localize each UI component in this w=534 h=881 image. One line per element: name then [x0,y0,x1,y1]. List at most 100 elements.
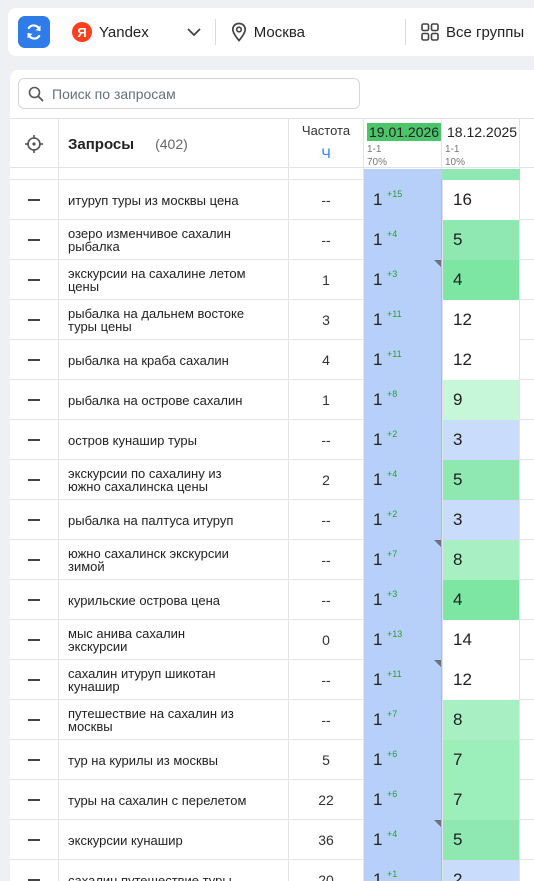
position-current[interactable]: 1 +11 [364,300,442,340]
position-current[interactable]: 1 +6 [364,780,442,820]
table-row[interactable]: остров кунашир туры -- 1 +2 3 [10,420,534,460]
row-action-button[interactable] [10,700,59,740]
position-delta: +3 [387,589,398,599]
region-select[interactable]: Москва [253,23,305,41]
position-previous[interactable]: 7 [442,740,520,780]
position-current[interactable]: 1 +7 [364,540,442,580]
row-action-button[interactable] [10,780,59,820]
position-current[interactable]: 1 +11 [364,660,442,700]
table-row[interactable]: путешествие на сахалин из москвы -- 1 +7 8 [10,700,534,740]
row-action-button[interactable] [10,220,59,260]
toolbar-divider [404,19,406,45]
date-column-header[interactable]: 18.12.2025 1-1 10% [442,119,520,169]
target-button[interactable] [10,119,59,169]
table-row[interactable]: туры на сахалин с перелетом 22 1 +6 7 [10,780,534,820]
row-action-button[interactable] [10,860,59,881]
row-action-button[interactable] [10,340,59,380]
position-previous[interactable]: 4 [442,580,520,620]
position-delta: +11 [387,309,402,319]
position-current[interactable]: 1 +2 [364,500,442,540]
position-previous[interactable]: 5 [442,220,520,260]
table-row[interactable]: рыбалка на палтуса итуруп -- 1 +2 3 [10,500,534,540]
frequency-type[interactable]: Ч [321,145,331,161]
position-previous[interactable]: 12 [442,660,520,700]
position-current[interactable]: 1 +4 [364,820,442,860]
position-current[interactable]: 1 +6 [364,740,442,780]
table-row[interactable]: экскурсии кунашир 36 1 +4 5 [10,820,534,860]
position-current[interactable]: 1 +1 [364,860,442,881]
row-action-button[interactable] [10,620,59,660]
column-strip [289,169,364,180]
row-action-button[interactable] [10,540,59,580]
row-action-button[interactable] [10,820,59,860]
date-range: 1-1 [367,144,382,155]
groups-select[interactable]: Все группы [445,23,525,41]
table-row[interactable]: сахалин путешествие туры 20 1 +1 2 [10,860,534,881]
row-action-button[interactable] [10,420,59,460]
position-current[interactable]: 1 +2 [364,420,442,460]
row-action-button[interactable] [10,380,59,420]
table-row[interactable]: тур на курилы из москвы 5 1 +6 7 [10,740,534,780]
position-current[interactable]: 1 +4 [364,460,442,500]
position-current[interactable]: 1 +13 [364,620,442,660]
table-row[interactable]: курильские острова цена -- 1 +3 4 [10,580,534,620]
search-input[interactable] [52,85,352,102]
position-current[interactable]: 1 +3 [364,580,442,620]
position-current[interactable]: 1 +11 [364,340,442,380]
date-percent: 70% [367,157,388,168]
position-previous[interactable]: 8 [442,700,520,740]
position-value: 1 [373,310,383,329]
table-row[interactable]: озеро изменчивое сахалин рыбалка -- 1 +4 5 [10,220,534,260]
position-previous[interactable]: 8 [442,540,520,580]
position-previous[interactable]: 9 [442,380,520,420]
row-action-button[interactable] [10,580,59,620]
row-action-button[interactable] [10,180,59,220]
search-engine-select[interactable]: Yandex [99,23,149,41]
position-previous[interactable]: 16 [442,180,520,220]
row-action-button[interactable] [10,260,59,300]
refresh-button[interactable] [18,16,50,48]
position-current[interactable]: 1 +3 [364,260,442,300]
table-row[interactable]: экскурсии по сахалину из южно сахалинска… [10,460,534,500]
position-current[interactable]: 1 +7 [364,700,442,740]
date-range: 1-1 [445,144,460,155]
position-previous[interactable]: 12 [442,340,520,380]
query-text: южно сахалинск экскурсии зимой [59,540,289,580]
position-previous[interactable]: 12 [442,300,520,340]
query-column-header[interactable]: Запросы (402) [59,119,289,169]
table-row[interactable]: южно сахалинск экскурсии зимой -- 1 +7 8 [10,540,534,580]
position-previous[interactable]: 3 [442,420,520,460]
position-previous[interactable]: 2 [442,860,520,881]
table-row[interactable]: мыс анива сахалин экскурсии 0 1 +13 14 [10,620,534,660]
date-column-header[interactable]: 19.01.2026 1-1 70% [364,119,442,169]
row-action-button[interactable] [10,500,59,540]
row-action-button[interactable] [10,300,59,340]
position-current[interactable]: 1 +15 [364,180,442,220]
row-action-button[interactable] [10,660,59,700]
position-previous[interactable]: 3 [442,500,520,540]
position-delta: +4 [387,829,398,839]
row-action-button[interactable] [10,460,59,500]
frequency-value: -- [289,700,364,740]
table-row[interactable]: рыбалка на дальнем востоке туры цены 3 1 +1… [10,300,534,340]
position-previous[interactable]: 7 [442,780,520,820]
table-row[interactable]: рыбалка на острове сахалин 1 1 +8 9 [10,380,534,420]
minus-icon [28,839,40,841]
query-search[interactable] [18,78,360,109]
position-previous[interactable]: 5 [442,460,520,500]
position-current[interactable]: 1 +4 [364,220,442,260]
table-row[interactable]: итуруп туры из москвы цена -- 1 +15 16 [10,180,534,220]
row-action-button[interactable] [10,740,59,780]
table-row[interactable]: рыбалка на краба сахалин 4 1 +11 12 [10,340,534,380]
position-current[interactable]: 1 +8 [364,380,442,420]
minus-icon [28,479,40,481]
position-previous[interactable]: 5 [442,820,520,860]
chevron-down-icon[interactable] [186,27,202,37]
table-row[interactable]: сахалин итуруп шикотан кунашир -- 1 +11 12 [10,660,534,700]
frequency-column-header[interactable]: Частота Ч [289,119,364,169]
frequency-value: -- [289,500,364,540]
table-row[interactable]: экскурсии на сахалине летом цены 1 1 +3 4 [10,260,534,300]
position-previous[interactable]: 4 [442,260,520,300]
position-delta: +6 [387,789,398,799]
position-previous[interactable]: 14 [442,620,520,660]
